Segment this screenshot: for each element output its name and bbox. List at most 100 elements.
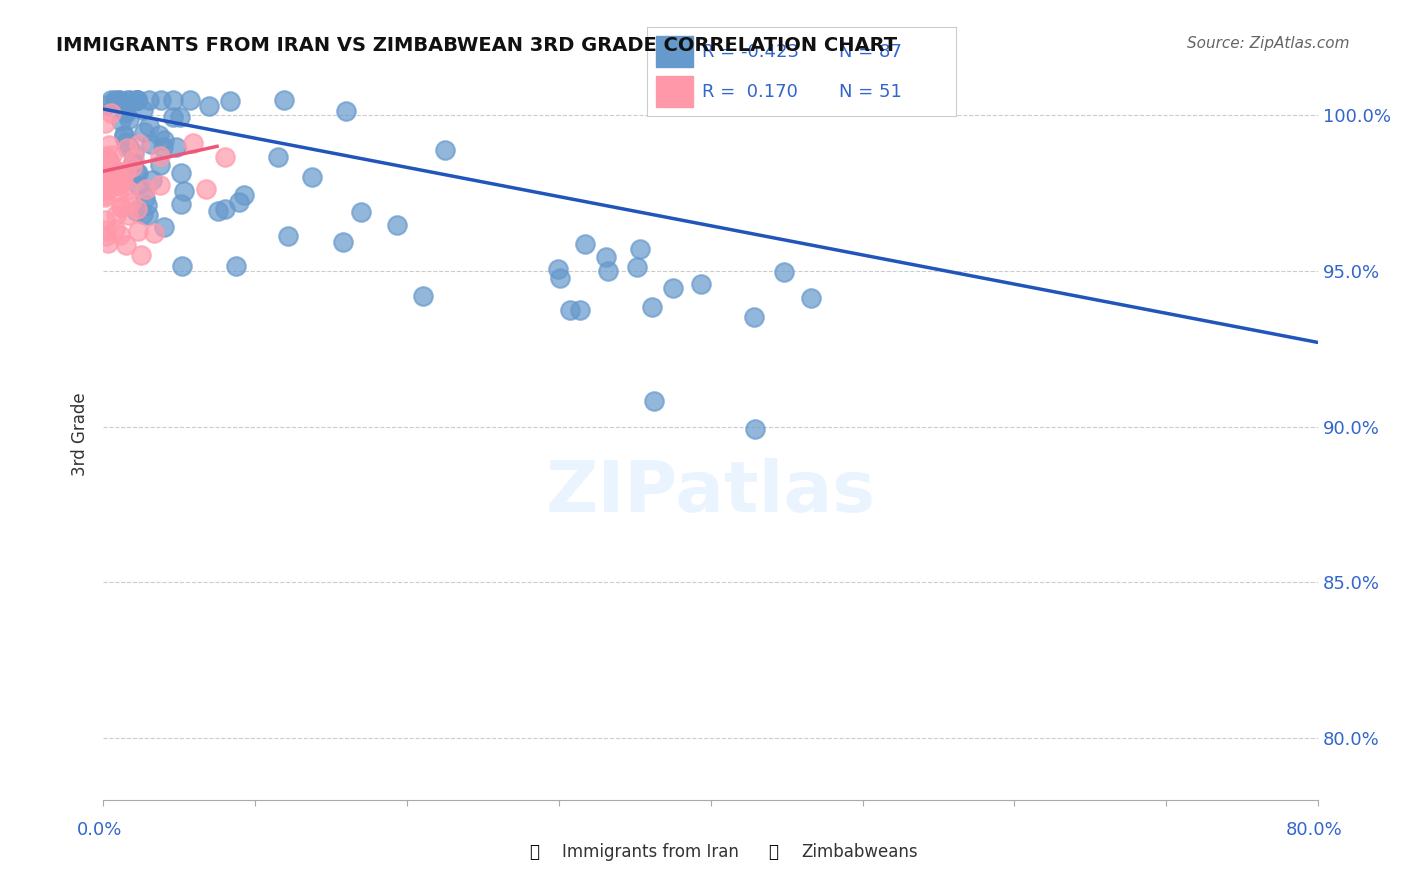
Point xyxy=(143,226,166,240)
Point xyxy=(104,221,127,235)
Point xyxy=(134,191,156,205)
Point xyxy=(100,161,122,175)
Point xyxy=(742,310,765,324)
Point xyxy=(107,186,129,200)
Point xyxy=(125,93,148,107)
Point xyxy=(104,163,127,178)
Text: 🔴: 🔴 xyxy=(768,843,779,861)
Point xyxy=(94,188,117,202)
Point xyxy=(162,93,184,107)
Point xyxy=(626,260,648,275)
Point xyxy=(690,277,713,292)
Point xyxy=(127,93,149,107)
Point xyxy=(111,175,134,189)
Point xyxy=(349,204,371,219)
Text: ZIPatlas: ZIPatlas xyxy=(546,458,876,527)
Point xyxy=(114,103,136,118)
Text: Zimbabweans: Zimbabweans xyxy=(801,843,918,861)
Point xyxy=(335,104,357,119)
Point xyxy=(744,422,766,436)
Text: 80.0%: 80.0% xyxy=(1286,821,1343,838)
Point xyxy=(169,110,191,124)
Point xyxy=(101,147,124,161)
Point xyxy=(301,169,323,184)
Point xyxy=(148,128,170,143)
Point xyxy=(120,93,142,107)
Point xyxy=(267,149,290,163)
Point xyxy=(595,250,617,264)
Point xyxy=(138,93,160,107)
Point xyxy=(122,152,145,166)
Point xyxy=(170,166,193,180)
Point xyxy=(412,289,434,303)
Point xyxy=(277,229,299,244)
Text: IMMIGRANTS FROM IRAN VS ZIMBABWEAN 3RD GRADE CORRELATION CHART: IMMIGRANTS FROM IRAN VS ZIMBABWEAN 3RD G… xyxy=(56,36,897,54)
Text: R =  0.170: R = 0.170 xyxy=(703,83,799,101)
Point xyxy=(103,178,125,193)
Point xyxy=(107,178,129,193)
Point xyxy=(152,133,174,147)
Point xyxy=(110,200,132,214)
Text: N = 87: N = 87 xyxy=(838,43,901,61)
Point xyxy=(129,248,152,262)
Point xyxy=(172,259,194,273)
Point xyxy=(115,164,138,178)
Point xyxy=(104,94,127,108)
Point xyxy=(125,93,148,107)
Point xyxy=(93,180,115,194)
Point xyxy=(127,224,149,238)
Point xyxy=(112,129,135,144)
Point xyxy=(125,202,148,216)
Point xyxy=(152,140,174,154)
Point xyxy=(110,200,132,214)
Text: N = 51: N = 51 xyxy=(838,83,901,101)
Point xyxy=(100,166,122,180)
Point xyxy=(153,220,176,235)
Point xyxy=(385,219,408,233)
Point xyxy=(141,173,163,187)
Point xyxy=(117,183,139,197)
Point xyxy=(179,93,201,107)
Point xyxy=(136,207,159,221)
Point xyxy=(228,194,250,209)
Point xyxy=(122,145,145,160)
Point xyxy=(93,213,115,227)
Text: R = -0.423: R = -0.423 xyxy=(703,43,800,61)
Point xyxy=(560,302,582,317)
Point xyxy=(105,164,128,178)
Point xyxy=(110,114,132,128)
Point xyxy=(120,194,142,209)
Point xyxy=(214,202,236,216)
Text: Source: ZipAtlas.com: Source: ZipAtlas.com xyxy=(1187,36,1350,51)
Point xyxy=(165,140,187,154)
Point xyxy=(122,155,145,169)
Point xyxy=(149,158,172,172)
Bar xyxy=(657,36,693,67)
Point xyxy=(149,93,172,107)
Point xyxy=(93,149,115,163)
Point xyxy=(117,139,139,153)
Point xyxy=(121,160,143,174)
Bar xyxy=(657,76,693,107)
Point xyxy=(98,153,121,167)
Point xyxy=(117,208,139,222)
Point xyxy=(112,128,135,143)
Point xyxy=(125,93,148,107)
Point xyxy=(574,237,596,252)
Point xyxy=(173,185,195,199)
Point xyxy=(132,103,155,117)
Point xyxy=(98,153,121,168)
Point xyxy=(233,188,256,202)
Point xyxy=(207,204,229,219)
Point xyxy=(118,112,141,127)
Point xyxy=(628,242,651,256)
Point xyxy=(198,99,221,113)
Point xyxy=(93,154,115,169)
Point xyxy=(134,124,156,138)
Point xyxy=(108,227,131,242)
Point xyxy=(433,143,456,157)
Point xyxy=(100,106,122,120)
Point xyxy=(97,235,120,250)
Point xyxy=(641,300,664,314)
Point xyxy=(94,229,117,244)
